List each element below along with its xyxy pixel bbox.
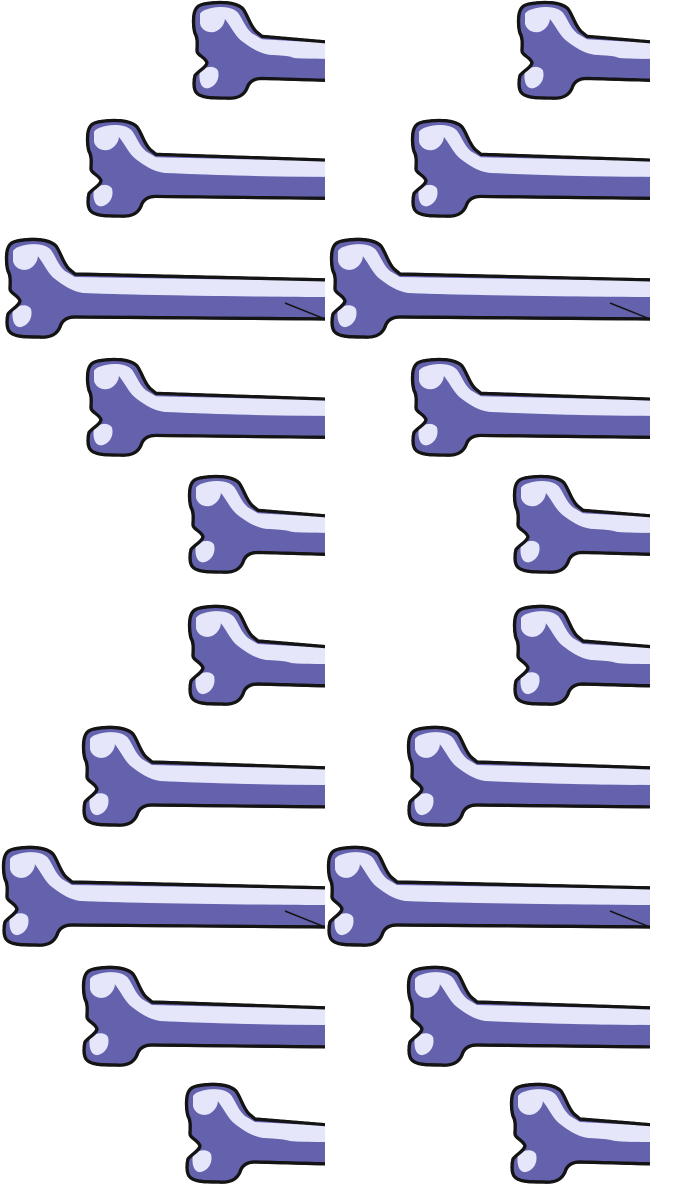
bone-sprite-icon	[509, 1082, 650, 1184]
bone-sprite-icon	[85, 357, 325, 457]
bone-sprite-icon	[85, 118, 325, 218]
bone-sprite-icon	[329, 237, 650, 339]
sprite-column-left	[0, 0, 325, 1190]
bone-sprite-icon	[81, 725, 325, 827]
bone-sprite-icon	[410, 357, 650, 457]
bone-sprite-icon	[187, 604, 325, 706]
bone-sprite-icon	[406, 725, 650, 827]
bone-sprite-icon	[81, 965, 325, 1067]
bone-sprite-icon	[191, 0, 325, 100]
bone-sprite-icon	[406, 965, 650, 1067]
bone-sprite-icon	[512, 474, 650, 574]
bone-sprite-icon	[187, 474, 325, 574]
bone-sprite-icon	[4, 237, 325, 339]
bone-sprite-icon	[512, 604, 650, 706]
bone-sprite-icon	[1, 845, 325, 947]
bone-sprite-icon	[516, 0, 650, 100]
bone-sprite-icon	[326, 845, 650, 947]
bone-sprite-icon	[410, 118, 650, 218]
sprite-column-right	[325, 0, 650, 1190]
bone-sprite-icon	[184, 1082, 325, 1184]
